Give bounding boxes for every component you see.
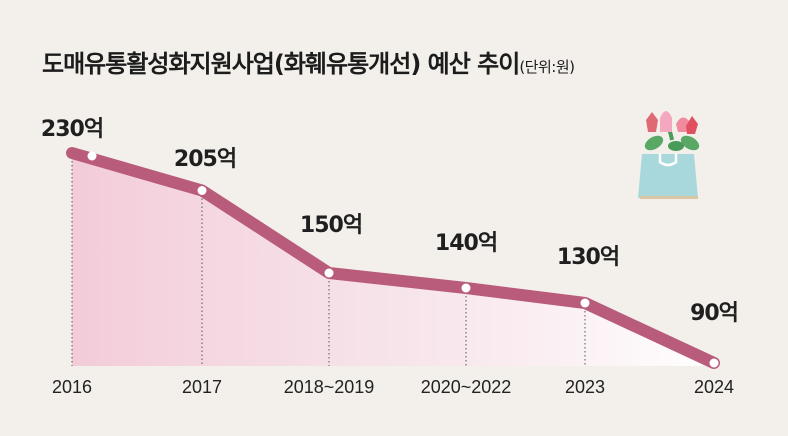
x-tick-label: 2024: [694, 377, 734, 397]
title-text: 도매유통활성화지원사업(화훼유통개선) 예산 추이: [42, 50, 520, 78]
unit-label: (단위:원): [519, 58, 575, 76]
data-point: [709, 358, 719, 368]
x-tick-label: 2016: [52, 377, 92, 397]
area-fill: [72, 153, 714, 366]
data-label: 90억: [690, 301, 738, 326]
x-tick-label: 2020~2022: [421, 377, 512, 397]
data-label: 140억: [435, 231, 497, 256]
chart-title: 도매유통활성화지원사업(화훼유통개선) 예산 추이(단위:원): [42, 44, 575, 79]
x-tick-label: 2018~2019: [284, 377, 375, 397]
data-label: 130억: [557, 245, 619, 270]
flower-bouquet-bag-icon: [638, 111, 700, 199]
data-label: 150억: [300, 213, 362, 238]
series-line: [66, 147, 720, 369]
data-point: [461, 283, 471, 293]
data-label: 205억: [174, 147, 236, 172]
x-tick-label: 2023: [565, 377, 605, 397]
data-point: [197, 186, 207, 195]
data-point: [324, 268, 334, 278]
data-label: 230억: [41, 117, 103, 142]
x-tick-label: 2017: [182, 377, 222, 397]
data-point: [580, 298, 590, 308]
data-point: [87, 151, 97, 161]
